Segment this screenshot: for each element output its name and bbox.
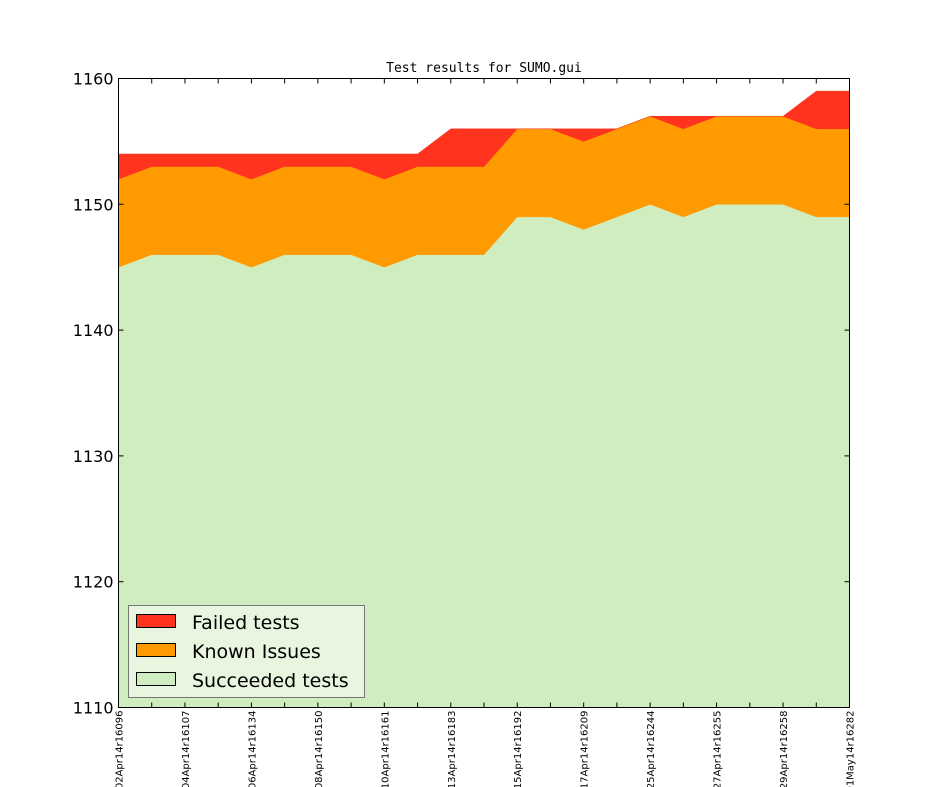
- x-tick-label: 04Apr14r16107: [181, 711, 192, 787]
- x-tick-label: 13Apr14r16183: [447, 711, 458, 787]
- legend-swatch-failed: [136, 614, 176, 628]
- x-tick-label: 01May14r16282: [846, 711, 857, 787]
- y-tick-label: 1150: [73, 195, 114, 214]
- x-tick-label: 02Apr14r16096: [115, 711, 126, 787]
- y-tick-label: 1110: [73, 699, 114, 718]
- x-tick-label: 17Apr14r16209: [580, 711, 591, 787]
- legend-label-failed: Failed tests: [192, 612, 300, 634]
- chart-title: Test results for SUMO.gui: [386, 61, 582, 76]
- x-tick-label: 25Apr14r16244: [646, 711, 657, 787]
- legend-swatch-succeeded: [136, 672, 176, 686]
- y-tick-label: 1140: [73, 321, 114, 340]
- y-tick-label: 1160: [73, 70, 114, 89]
- y-tick-label: 1120: [73, 573, 114, 592]
- x-tick-label: 27Apr14r16255: [713, 711, 724, 787]
- legend-swatch-known: [136, 643, 176, 657]
- x-tick-label: 15Apr14r16192: [513, 711, 524, 787]
- x-tick-label: 29Apr14r16258: [779, 711, 790, 787]
- legend-label-succeeded: Succeeded tests: [192, 670, 349, 692]
- x-tick-label: 08Apr14r16150: [314, 711, 325, 787]
- y-tick-label: 1130: [73, 447, 114, 466]
- legend: Failed tests Known Issues Succeeded test…: [128, 605, 365, 698]
- x-tick-label: 06Apr14r16134: [247, 711, 258, 787]
- x-tick-label: 10Apr14r16161: [380, 711, 391, 787]
- legend-label-known: Known Issues: [192, 641, 321, 663]
